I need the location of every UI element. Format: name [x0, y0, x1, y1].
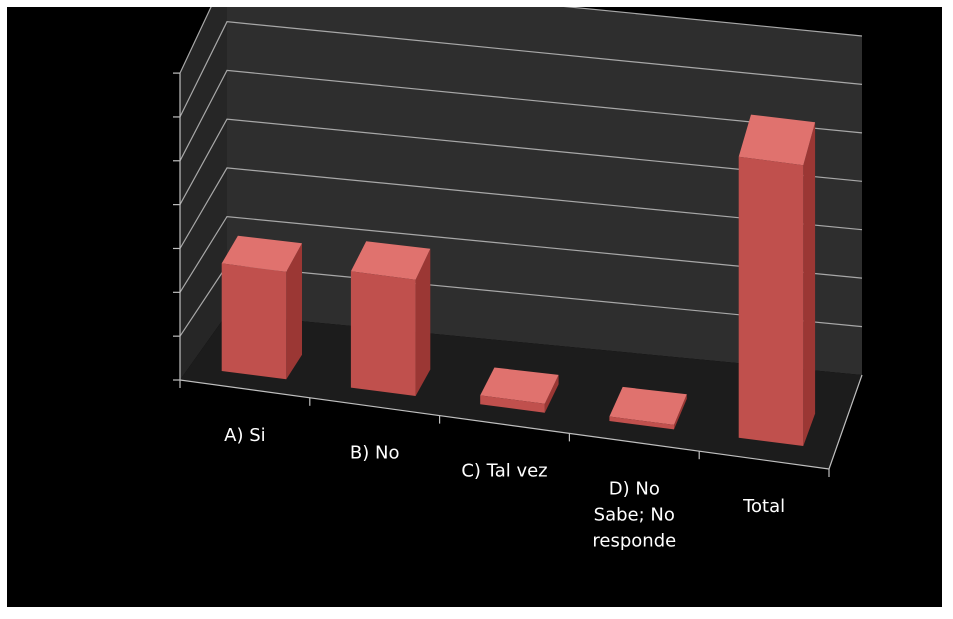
x-axis-tick-labels: A) Si B) No C) Tal vez D) No Sabe; No respond…	[224, 425, 785, 551]
gridlines	[179, 7, 863, 337]
bar-side	[415, 248, 431, 396]
floor-right-edge	[828, 374, 863, 470]
gridline	[179, 167, 863, 249]
bar-top	[221, 235, 302, 272]
bar	[350, 241, 431, 396]
x-tick-label: Total	[742, 496, 785, 517]
bars	[221, 114, 816, 446]
gridline	[179, 7, 863, 74]
axes	[173, 72, 863, 477]
gridline	[179, 215, 863, 293]
gridline	[179, 69, 863, 162]
bar-front	[738, 156, 804, 446]
bar-side	[674, 394, 687, 430]
x-tick-label-line: responde	[592, 530, 676, 551]
bar	[221, 235, 302, 380]
x-tick-label: D) No Sabe; No responde	[592, 478, 676, 551]
bar-side	[803, 122, 816, 446]
x-tick-label-line: C) Tal vez	[461, 461, 547, 482]
bar-front	[609, 416, 674, 430]
bar-front	[480, 395, 545, 413]
x-tick-label-line: D) No	[609, 478, 660, 499]
bar	[480, 367, 559, 413]
bar-chart: A) Si B) No C) Tal vez D) No Sabe; No respond…	[173, 7, 863, 551]
bar-top	[609, 386, 687, 425]
gridline	[179, 21, 863, 118]
gridline	[179, 118, 863, 205]
x-tick-label: A) Si	[224, 425, 265, 446]
bar-side	[286, 243, 302, 380]
bar-front	[221, 263, 287, 380]
bar	[609, 386, 687, 430]
x-tick-label: B) No	[350, 443, 400, 464]
x-tick-label-line: B) No	[350, 443, 400, 464]
bar-top	[480, 367, 559, 404]
side-wall	[180, 7, 227, 380]
bar-top	[738, 114, 816, 166]
bar-top	[350, 241, 431, 280]
bar	[738, 114, 816, 446]
bar-side	[544, 374, 559, 413]
x-tick-label: C) Tal vez	[461, 461, 547, 482]
x-tick-label-line: Sabe; No	[594, 504, 675, 525]
x-axis-line	[179, 379, 830, 470]
x-tick-label-line: Total	[742, 496, 785, 517]
x-tick-label-line: A) Si	[224, 425, 265, 446]
bar-front	[350, 271, 416, 396]
